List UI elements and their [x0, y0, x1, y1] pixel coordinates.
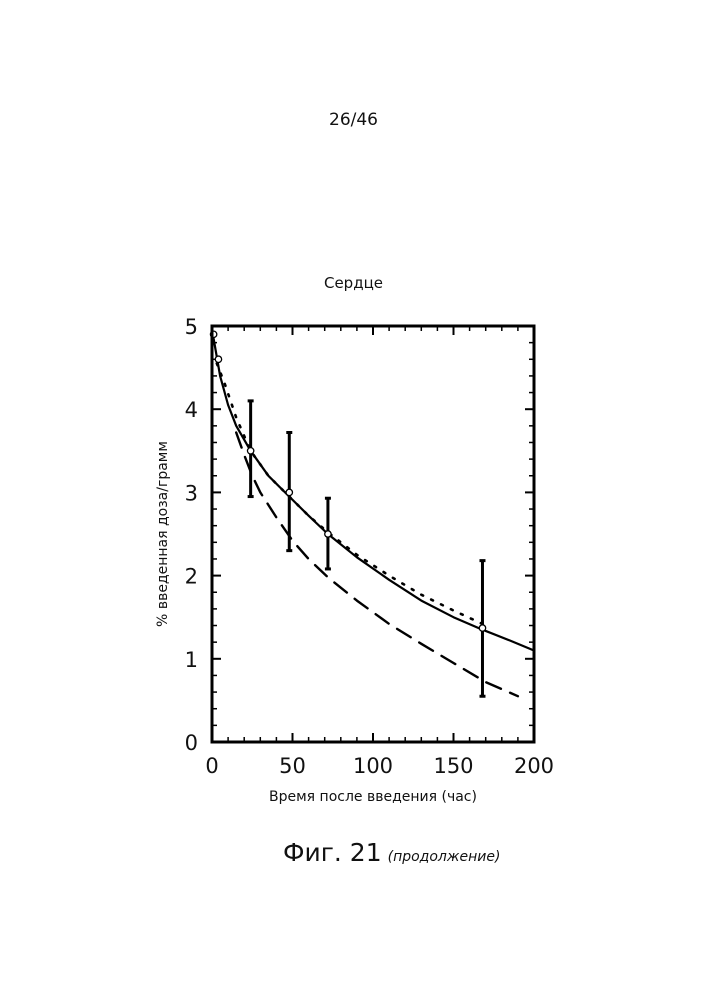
- dashed-fit-curve: [236, 433, 518, 697]
- y-tick-label: 0: [185, 731, 198, 755]
- x-axis-label: Время после введения (час): [269, 789, 477, 805]
- x-tick-label: 200: [514, 754, 554, 778]
- axis-ticks: [212, 326, 534, 742]
- curves: [214, 339, 534, 697]
- y-tick-label: 1: [185, 648, 198, 672]
- figure-caption: Фиг. 21 (продолжение): [283, 838, 500, 867]
- x-tick-label: 150: [433, 754, 473, 778]
- figure-label: Фиг. 21: [283, 838, 382, 867]
- x-tick-label: 100: [353, 754, 393, 778]
- data-points: [210, 331, 485, 696]
- x-tick-label: 50: [279, 754, 306, 778]
- tick-labels: 0 50 100 150 200 0 1 2 3 4 5: [185, 315, 554, 778]
- y-axis-label: % введенная доза/грамм: [155, 441, 171, 627]
- dotted-fit-curve: [217, 363, 483, 624]
- data-point-marker: [215, 356, 221, 362]
- x-tick-label: 0: [205, 754, 218, 778]
- data-point-marker: [479, 625, 485, 631]
- y-tick-label: 2: [185, 565, 198, 589]
- y-tick-label: 4: [185, 398, 198, 422]
- y-tick-label: 3: [185, 481, 198, 505]
- data-point-marker: [325, 531, 331, 537]
- data-point-marker: [286, 489, 292, 495]
- y-tick-label: 5: [185, 315, 198, 339]
- figure-continuation: (продолжение): [388, 849, 501, 865]
- plot-frame: [212, 326, 534, 742]
- data-point-marker: [247, 448, 253, 454]
